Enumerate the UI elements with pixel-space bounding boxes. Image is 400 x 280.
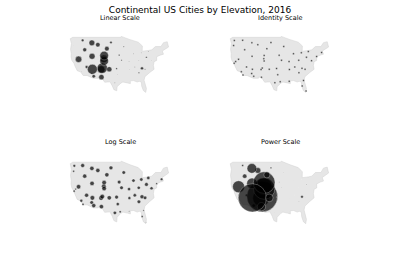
svg-text:Log Scale: Log Scale bbox=[105, 138, 136, 146]
svg-text:Identity Scale: Identity Scale bbox=[258, 14, 302, 22]
svg-text:Power Scale: Power Scale bbox=[261, 138, 300, 146]
svg-text:Continental US Cities by Eleva: Continental US Cities by Elevation, 2016 bbox=[109, 5, 292, 15]
svg-text:Linear Scale: Linear Scale bbox=[100, 14, 140, 22]
